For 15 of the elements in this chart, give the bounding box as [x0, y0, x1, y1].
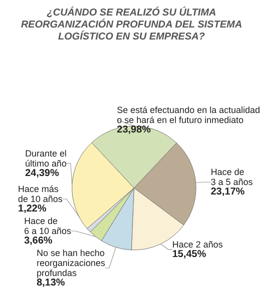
data-label: 3,66%: [24, 236, 53, 246]
chart-title: ¿CUÁNDO SE REALIZÓ SU ÚLTIMA REORGANIZACIÓN PROFUNDA DEL SISTEMA LOGÍSTICO EN SU EMPRESA?: [20, 6, 242, 42]
data-label: 8,13%: [36, 278, 66, 288]
slice-label: Hace de 6 a 10 años: [24, 216, 72, 236]
slice-label: Se está efectuando en la actualidad o se hará en el futuro inmediato: [116, 105, 260, 125]
slice-label: Hace 2 años: [172, 239, 224, 250]
slice-label: Hace más de 10 años: [18, 184, 64, 204]
slice-label: No se han hecho reorganizaciones profundas: [36, 248, 106, 278]
data-label: 23,98%: [116, 124, 151, 136]
data-label: 24,39%: [25, 168, 60, 179]
data-label: 23,17%: [210, 186, 245, 198]
slice-label: Durante el último año: [25, 148, 67, 168]
data-label: 1,22%: [18, 204, 46, 214]
data-label: 15,45%: [172, 248, 206, 260]
slice-label: Hace de 3 a 5 años: [210, 167, 254, 188]
